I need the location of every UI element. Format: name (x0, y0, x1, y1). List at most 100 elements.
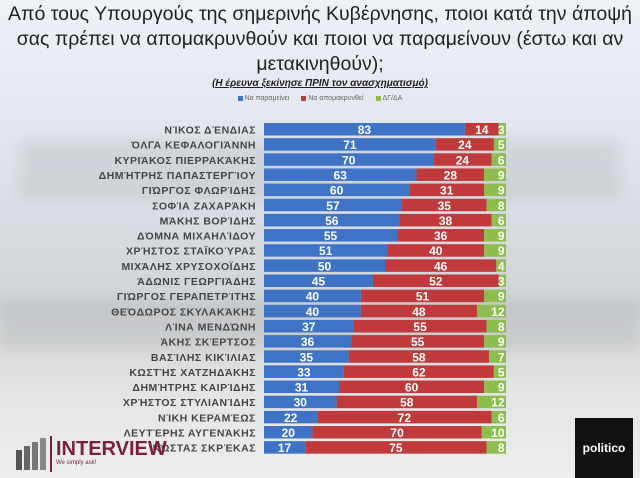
category-label: ΜΙΧΆΛΗΣ ΧΡΥΣΟΧΟΪΔΗΣ (121, 260, 256, 273)
bar-segment (264, 335, 352, 348)
politico-logo: politico (575, 418, 633, 478)
data-label: 56 (325, 214, 339, 228)
bar-segment (264, 441, 306, 454)
legend-swatch (375, 95, 381, 101)
data-label: 45 (312, 275, 326, 289)
category-label: ΝΊΚΟΣ ΔΈΝΔΙΑΣ (164, 125, 256, 137)
data-label: 70 (342, 153, 356, 167)
legend-label: Να απομακρυνθεί (308, 95, 364, 102)
category-label: ΔΗΜΉΤΡΗΣ ΚΑΙΡΊΔΗΣ (132, 382, 256, 394)
data-label: 37 (302, 320, 316, 334)
bar-segment (435, 138, 494, 151)
category-label: ΌΛΓΑ ΚΕΦΑΛΟΓΙΆΝΝΗ (130, 140, 256, 152)
data-label: 50 (318, 259, 332, 273)
data-label: 62 (412, 365, 426, 379)
bar-segment (264, 274, 373, 287)
category-label: ΓΙΏΡΓΟΣ ΦΛΩΡΊΔΗΣ (142, 185, 256, 197)
bar-segment (264, 304, 361, 318)
data-label: 58 (400, 396, 414, 410)
data-label: 58 (412, 350, 426, 364)
bar-segment (484, 183, 506, 197)
data-label: 52 (429, 275, 443, 289)
bar-segment (484, 168, 506, 181)
data-label: 51 (319, 244, 333, 258)
data-label: 83 (358, 123, 372, 137)
bar-segment (264, 380, 340, 394)
data-label: 72 (398, 411, 412, 425)
bar-segment (353, 319, 487, 333)
bar-segment (351, 335, 485, 348)
category-label: ΓΙΏΡΓΟΣ ΓΕΡΑΠΕΤΡΊΤΗΣ (117, 291, 256, 303)
data-label: 9 (498, 244, 505, 258)
data-label: 40 (429, 244, 443, 258)
data-label: 12 (491, 396, 505, 410)
category-label: ΛΕΥΤΈΡΗΣ ΑΥΓΕΝΆΚΗΣ (124, 428, 256, 440)
category-label: ΜΆΚΗΣ ΒΟΡΊΔΗΣ (160, 215, 256, 227)
data-label: 9 (498, 335, 505, 349)
data-label: 48 (412, 305, 426, 319)
category-label: ΧΡΉΣΤΟΣ ΣΤΑΪΚΟΎΡΑΣ (126, 245, 256, 258)
bar-segment (481, 426, 506, 439)
data-label: 60 (405, 381, 419, 395)
bar-segment (264, 123, 465, 136)
category-label: ΚΥΡΙΆΚΟΣ ΠΙΕΡΡΑΚΆΚΗΣ (114, 155, 256, 167)
category-label: ΔΗΜΉΤΡΗΣ ΠΑΠΑΣΤΕΡΓΊΟΥ (99, 170, 256, 182)
data-label: 35 (300, 350, 314, 364)
bar-segment (343, 365, 494, 378)
bar-segment (312, 426, 482, 439)
bar-segment (493, 365, 506, 378)
data-label: 40 (306, 290, 320, 304)
bar-segment (401, 198, 487, 212)
data-label: 10 (491, 426, 505, 440)
data-label: 9 (498, 381, 505, 395)
data-label: 33 (297, 365, 311, 379)
category-label: ΔΌΜΝΑ ΜΙΧΑΗΛΊΔΟΥ (137, 231, 256, 243)
bar-segment (264, 410, 318, 424)
category-label: ΚΩΣΤΉΣ ΧΑΤΖΗΔΆΚΗΣ (129, 367, 256, 379)
data-label: 20 (282, 426, 296, 440)
interview-logo-icon (16, 436, 52, 472)
legend-item: ΔΓ/ΔΑ (375, 95, 402, 102)
bar-segment (409, 183, 485, 197)
bar-segment (264, 198, 402, 212)
data-label: 51 (416, 290, 430, 304)
bar-segment (498, 274, 506, 287)
bar-segment (264, 244, 388, 257)
bar-segment (360, 304, 477, 318)
data-label: 7 (498, 350, 505, 364)
category-label: ΣΟΦΊΑ ΖΑΧΑΡΆΚΗ (152, 200, 256, 212)
interview-logo-text: INTERVIEW (56, 438, 167, 460)
bar-segment (464, 123, 499, 136)
bar-segment (484, 380, 506, 394)
bar-segment (498, 123, 506, 136)
legend-swatch (301, 95, 307, 101)
bar-segment (484, 335, 506, 348)
data-label: 31 (440, 184, 454, 198)
bar-segment (476, 304, 506, 318)
category-label: ΚΏΣΤΑΣ ΣΚΡΈΚΑΣ (153, 443, 256, 455)
legend-label: Να παραμείνει (244, 95, 290, 102)
data-label: 55 (411, 335, 425, 349)
bar-segment (493, 138, 506, 151)
data-label: 55 (324, 229, 338, 243)
bar-segment (264, 213, 400, 227)
bar-segment (486, 319, 506, 333)
bar-segment (397, 229, 485, 242)
data-label: 70 (390, 426, 404, 440)
category-label: ΝΊΚΗ ΚΕΡΑΜΈΩΣ (158, 412, 256, 424)
data-label: 63 (334, 168, 348, 182)
bar-segment (399, 213, 492, 227)
bar-segment (348, 350, 490, 363)
bar-segment (372, 274, 499, 287)
category-label: ΒΑΣΊΛΗΣ ΚΙΚΊΛΙΑΣ (151, 352, 256, 364)
data-label: 14 (475, 123, 489, 137)
bar-segment (489, 350, 506, 363)
data-label: 12 (491, 305, 505, 319)
bar-segment (264, 289, 361, 303)
chart-subtitle: (Η έρευνα ξεκίνησε ΠΡΙΝ τον ανασχηματισμ… (212, 78, 428, 89)
bar-segment (264, 350, 349, 363)
bar-segment (360, 289, 485, 303)
bar-segment (264, 138, 436, 151)
data-label: 4 (498, 259, 505, 273)
category-label: ΘΕΌΔΩΡΟΣ ΣΚΥΛΑΚΆΚΗΣ (111, 306, 256, 318)
